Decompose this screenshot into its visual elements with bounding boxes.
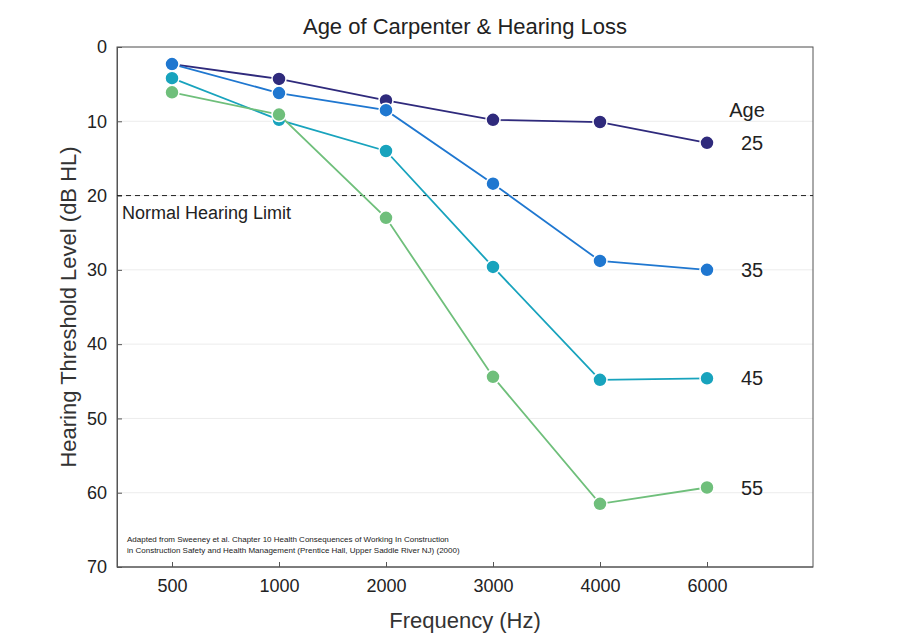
source-note: Adapted from Sweeney et al. Chapter 10 H… — [127, 535, 449, 544]
y-tick: 40 — [87, 334, 122, 354]
x-tick: 2000 — [366, 562, 406, 596]
series-point — [700, 136, 714, 150]
x-tick: 4000 — [580, 562, 620, 596]
y-tick-label: 50 — [87, 409, 107, 429]
x-tick-mark — [600, 562, 601, 567]
y-axis-title: Hearing Threshold Level (dB HL) — [56, 146, 81, 467]
grid-line — [117, 567, 813, 568]
y-tick-mark — [117, 344, 122, 345]
y-tick: 60 — [87, 483, 122, 503]
grid-line — [117, 195, 813, 196]
series-line — [172, 92, 707, 504]
series-point — [486, 113, 500, 127]
y-tick-label: 60 — [87, 483, 107, 503]
series — [165, 57, 714, 150]
x-tick: 1000 — [259, 562, 299, 596]
series — [165, 85, 714, 511]
series-point — [272, 72, 286, 86]
series — [165, 71, 714, 387]
y-tick: 30 — [87, 260, 122, 280]
data — [165, 57, 714, 511]
x-tick-label: 6000 — [687, 576, 727, 596]
x-axis-title: Frequency (Hz) — [389, 608, 541, 633]
source-note: in Construction Safety and Health Manage… — [127, 546, 460, 555]
y-axis-line — [117, 48, 118, 568]
reference-label: Normal Hearing Limit — [122, 203, 291, 223]
x-tick-label: 3000 — [473, 576, 513, 596]
series-line — [172, 64, 707, 143]
chart-title: Age of Carpenter & Hearing Loss — [303, 14, 627, 39]
series-point — [593, 373, 607, 387]
x-tick-label: 500 — [157, 576, 187, 596]
series-point — [165, 57, 179, 71]
y-tick: 50 — [87, 409, 122, 429]
x-tick: 6000 — [687, 562, 727, 596]
y-tick-label: 30 — [87, 260, 107, 280]
y-tick-mark — [117, 418, 122, 419]
x-tick-mark — [386, 562, 387, 567]
legend-label: 35 — [741, 259, 763, 281]
grid-line — [117, 344, 813, 345]
y-tick-label: 70 — [87, 557, 107, 577]
series-point — [165, 85, 179, 99]
y-tick-label: 40 — [87, 334, 107, 354]
series-line — [172, 64, 707, 270]
series-point — [486, 177, 500, 191]
grid-line — [117, 418, 813, 419]
y-tick-mark — [117, 121, 122, 122]
y-tick-label: 0 — [97, 37, 107, 57]
legend: Age 25 35 45 55 — [729, 99, 765, 499]
x-tick-label: 1000 — [259, 576, 299, 596]
series-point — [165, 57, 179, 71]
y-tick: 70 — [87, 557, 122, 577]
series-point — [379, 211, 393, 225]
y-tick: 20 — [87, 186, 122, 206]
legend-label: 55 — [741, 477, 763, 499]
y-tick: 0 — [97, 37, 122, 57]
x-axis-line — [117, 567, 813, 568]
x-tick: 500 — [157, 562, 187, 596]
x-tick-label: 2000 — [366, 576, 406, 596]
x-tick: 3000 — [473, 562, 513, 596]
series-point — [486, 370, 500, 384]
series-point — [272, 86, 286, 100]
y-tick: 10 — [87, 112, 122, 132]
series-line — [172, 78, 707, 380]
y-tick-mark — [117, 47, 122, 48]
series — [165, 57, 714, 277]
reference-line — [117, 195, 813, 196]
series-point — [700, 481, 714, 495]
x-tick-mark — [172, 562, 173, 567]
y-tick-label: 20 — [87, 186, 107, 206]
series-point — [593, 497, 607, 511]
series-point — [700, 371, 714, 385]
legend-title: Age — [729, 99, 765, 121]
chart: 0 10 20 30 40 50 60 70 500 1000 2000 3000 4000 6000 No… — [0, 0, 900, 638]
series-point — [593, 115, 607, 129]
y-axis: 0 10 20 30 40 50 60 70 — [87, 37, 122, 577]
x-tick-mark — [279, 562, 280, 567]
series-point — [700, 263, 714, 277]
y-tick-mark — [117, 270, 122, 271]
grid — [117, 47, 813, 567]
x-tick-mark — [707, 562, 708, 567]
series-point — [379, 144, 393, 158]
y-tick-mark — [117, 493, 122, 494]
legend-label: 45 — [741, 367, 763, 389]
x-tick-mark — [493, 562, 494, 567]
series-point — [379, 103, 393, 117]
series-point — [486, 260, 500, 274]
grid-line — [117, 121, 813, 122]
legend-label: 25 — [741, 132, 763, 154]
y-tick-label: 10 — [87, 112, 107, 132]
series-point — [593, 254, 607, 268]
x-axis: 500 1000 2000 3000 4000 6000 — [117, 562, 813, 596]
plot-frame — [117, 47, 813, 567]
x-tick-label: 4000 — [580, 576, 620, 596]
annotations: Normal Hearing Limit — [117, 196, 813, 223]
series-point — [165, 71, 179, 85]
series-point — [272, 108, 286, 122]
